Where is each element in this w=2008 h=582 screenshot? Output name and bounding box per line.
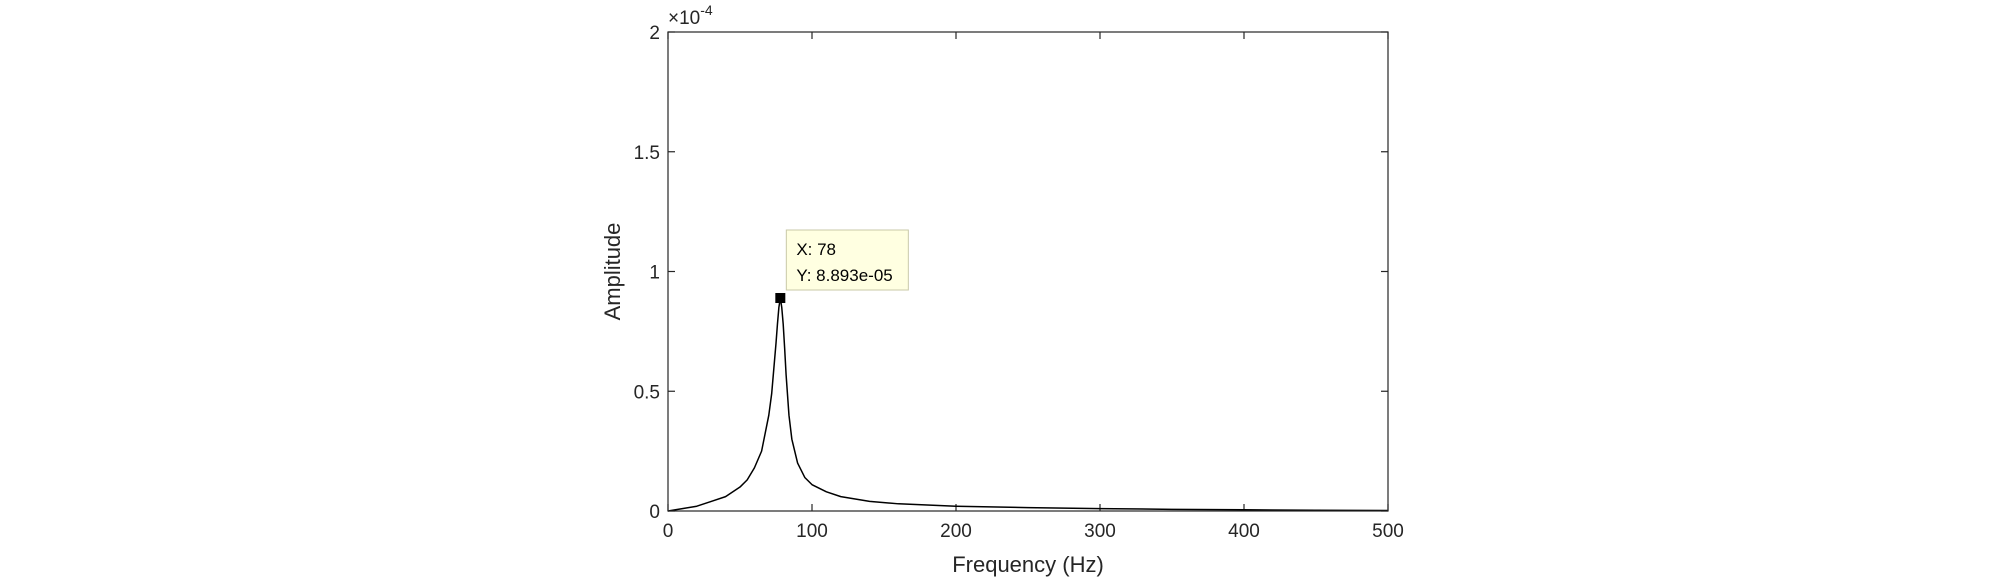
datatip-box	[785, 229, 909, 291]
x-tick-label: 300	[1084, 521, 1116, 542]
axes-box	[667, 31, 1389, 512]
y-axis-title: Amplitude	[600, 223, 625, 321]
x-tick-label: 0	[663, 521, 674, 542]
x-tick-label: 500	[1372, 521, 1404, 542]
y-tick-label: 1.5	[634, 143, 660, 164]
y-tick-label: 0.5	[634, 382, 660, 403]
datatip-x-label: X: 78	[796, 240, 836, 259]
y-exponent-power: -4	[700, 2, 713, 18]
datatip-marker	[775, 293, 786, 304]
x-tick-label: 200	[940, 521, 972, 542]
datatip-y-label: Y: 8.893e-05	[796, 266, 892, 285]
x-tick-label: 100	[796, 521, 828, 542]
data-tip[interactable]: X: 78 Y: 8.893e-05	[775, 229, 909, 304]
plot-area	[668, 32, 1388, 511]
y-tick-label: 0	[649, 502, 660, 523]
series-line-0	[667, 297, 1389, 512]
y-exponent-label: ×10-4	[668, 2, 713, 29]
y-tick-label: 1	[649, 263, 660, 284]
y-exponent-base: ×10	[668, 8, 700, 29]
x-axis-title: Frequency (Hz)	[952, 552, 1104, 577]
y-tick-labels: 0 0.5 1 1.5 2	[634, 23, 660, 523]
y-tick-label: 2	[649, 23, 660, 44]
series-layer	[667, 297, 1389, 512]
x-tick-labels: 0 100 200 300 400 500	[663, 521, 1404, 542]
x-tick-label: 400	[1228, 521, 1260, 542]
